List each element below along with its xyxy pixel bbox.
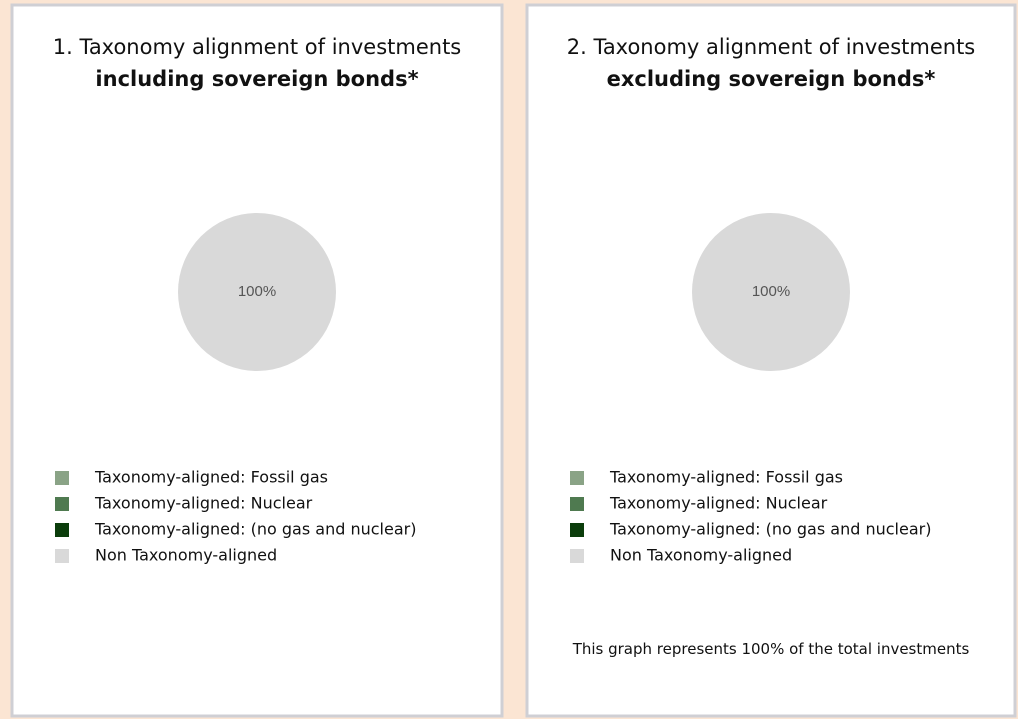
legend-swatch bbox=[570, 523, 584, 537]
legend-label: Non Taxonomy-aligned bbox=[610, 546, 792, 565]
pie-slice bbox=[692, 213, 850, 371]
chart-title: 1. Taxonomy alignment of investments bbox=[53, 35, 462, 59]
legend-swatch bbox=[55, 497, 69, 511]
note-box: This graph represents 100% of the total … bbox=[572, 640, 970, 658]
legend-swatch bbox=[55, 471, 69, 485]
data-label: 100% bbox=[238, 283, 276, 300]
legend-swatch bbox=[570, 471, 584, 485]
legend-label: Taxonomy-aligned: Nuclear bbox=[609, 494, 828, 513]
legend-label: Taxonomy-aligned: (no gas and nuclear) bbox=[609, 520, 931, 539]
chart-subtitle: excluding sovereign bonds* bbox=[607, 67, 936, 91]
legend-label: Taxonomy-aligned: Fossil gas bbox=[609, 468, 843, 487]
legend-swatch bbox=[570, 549, 584, 563]
legend-label: Non Taxonomy-aligned bbox=[95, 546, 277, 565]
legend-swatch bbox=[55, 549, 69, 563]
legend-label: Taxonomy-aligned: Nuclear bbox=[94, 494, 313, 513]
data-label: 100% bbox=[752, 283, 790, 300]
pie-slice bbox=[178, 213, 336, 371]
legend-swatch bbox=[570, 497, 584, 511]
legend-label: Taxonomy-aligned: Fossil gas bbox=[94, 468, 328, 487]
legend-label: Taxonomy-aligned: (no gas and nuclear) bbox=[94, 520, 416, 539]
chart-subtitle: including sovereign bonds* bbox=[95, 67, 418, 91]
note: This graph represents 100% of the total … bbox=[572, 640, 970, 658]
legend-swatch bbox=[55, 523, 69, 537]
chart-title: 2. Taxonomy alignment of investments bbox=[567, 35, 976, 59]
